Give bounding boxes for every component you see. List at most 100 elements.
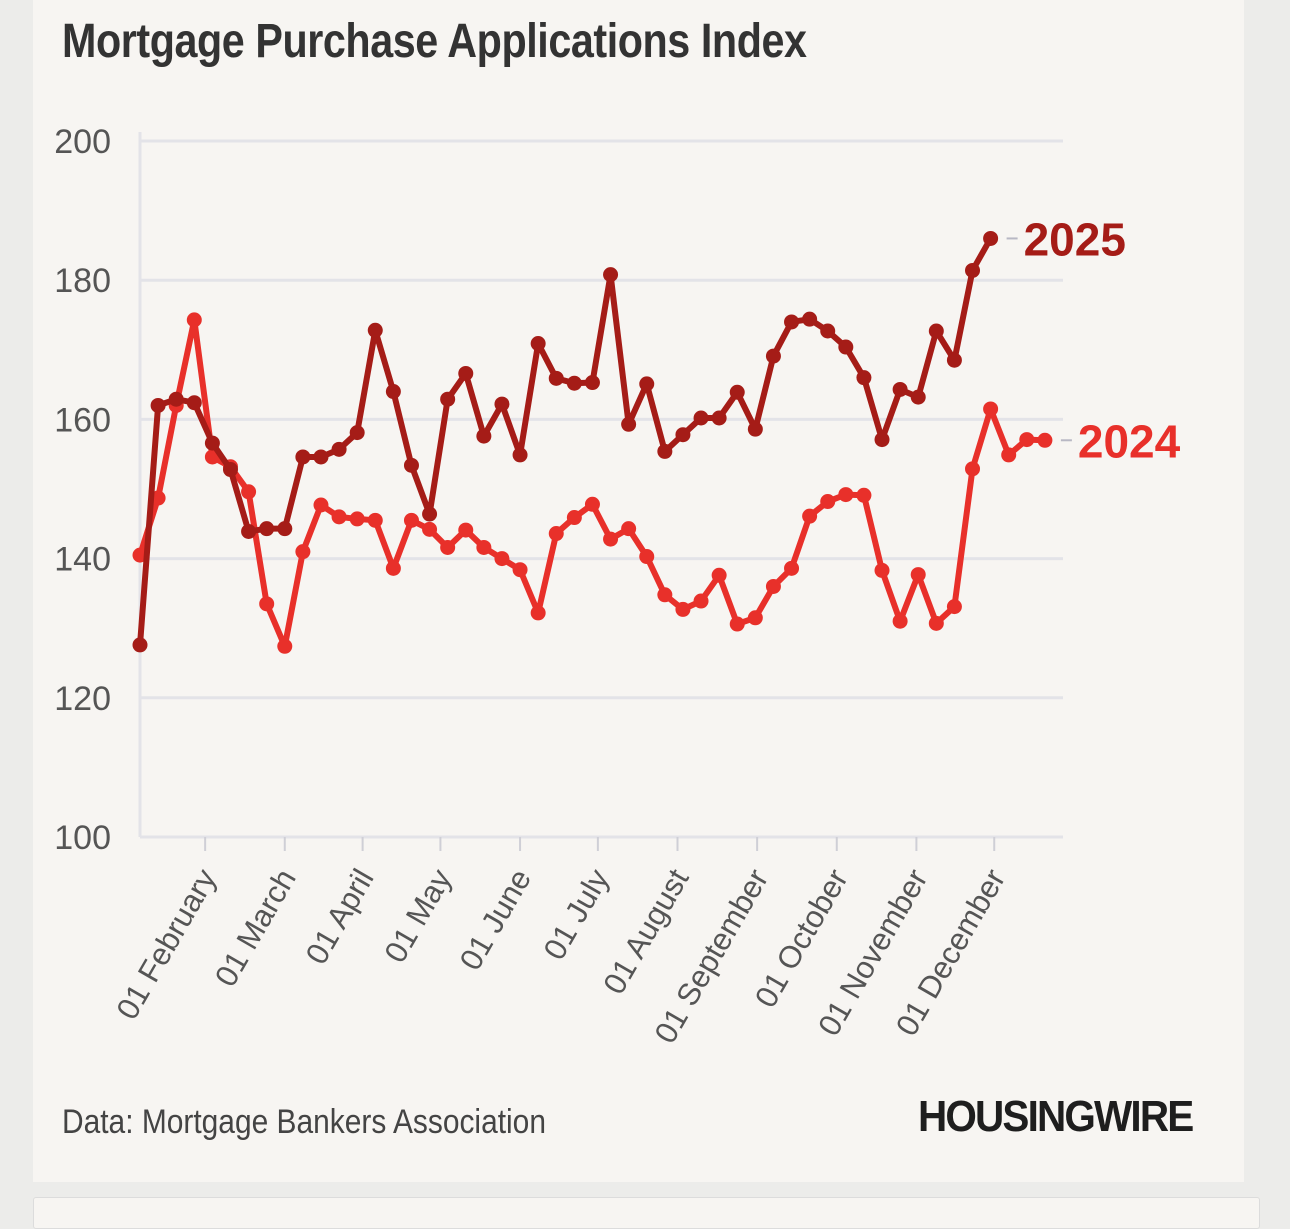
data-point-2024 (476, 539, 492, 555)
data-point-2025 (403, 457, 419, 473)
data-point-2025 (476, 428, 492, 444)
data-point-2025 (747, 421, 763, 437)
data-point-2025 (222, 462, 238, 478)
data-source: Data: Mortgage Bankers Association (62, 1103, 546, 1141)
data-point-2024 (277, 638, 293, 654)
y-axis-ticks: 100 120 140 160 180 200 (54, 123, 111, 857)
data-point-2025 (331, 441, 347, 457)
data-point-2025 (892, 381, 908, 397)
data-point-2025 (946, 352, 962, 368)
data-point-2024 (747, 610, 763, 626)
data-point-2024 (820, 494, 836, 510)
data-point-2025 (965, 262, 981, 278)
data-point-2025 (639, 376, 655, 392)
series-label-2024: 2024 (1078, 415, 1181, 467)
data-point-2024 (440, 539, 456, 555)
data-point-2024 (241, 484, 257, 500)
data-point-2024 (584, 496, 600, 512)
data-point-2024 (186, 312, 202, 328)
data-point-2025 (820, 323, 836, 339)
data-point-2024 (295, 544, 311, 560)
y-tick-label: 180 (54, 262, 111, 300)
x-tick-label: 01 April (299, 863, 381, 970)
data-point-2024 (367, 512, 383, 528)
series-label-2025: 2025 (1024, 213, 1126, 265)
data-point-2025 (132, 637, 148, 653)
next-card (33, 1197, 1260, 1229)
housingwire-logo: HOUSINGWIRE (918, 1092, 1194, 1141)
data-point-2025 (657, 443, 673, 459)
data-point-2025 (367, 322, 383, 338)
data-point-2025 (910, 389, 926, 405)
data-point-2024 (856, 487, 872, 503)
data-point-2025 (856, 370, 872, 386)
y-tick-label: 120 (54, 680, 111, 718)
data-point-2025 (259, 521, 275, 537)
data-point-2025 (150, 397, 166, 413)
data-point-2024 (259, 596, 275, 612)
y-tick-label: 100 (54, 819, 111, 857)
chart-title: Mortgage Purchase Applications Index (62, 15, 807, 68)
data-point-2025 (186, 395, 202, 411)
data-point-2024 (892, 613, 908, 629)
data-point-2024 (566, 510, 582, 526)
y-tick-label: 140 (54, 541, 111, 579)
data-point-2025 (295, 449, 311, 465)
data-point-2025 (422, 506, 438, 522)
y-tick-label: 200 (54, 123, 111, 161)
data-point-2024 (874, 562, 890, 578)
data-point-2025 (711, 410, 727, 426)
data-point-2024 (1019, 432, 1035, 448)
data-point-2024 (802, 508, 818, 524)
data-point-2025 (928, 323, 944, 339)
data-point-2024 (349, 511, 365, 527)
data-point-2024 (621, 521, 637, 537)
data-point-2024 (331, 509, 347, 525)
data-point-2025 (241, 523, 257, 539)
data-point-2025 (512, 447, 528, 463)
data-point-2025 (458, 365, 474, 381)
series-labels: 2024 2025 (1006, 213, 1181, 467)
data-point-2025 (784, 314, 800, 330)
data-point-2025 (440, 391, 456, 407)
data-point-2024 (946, 599, 962, 615)
data-point-2024 (512, 562, 528, 578)
data-point-2024 (983, 401, 999, 417)
x-tick-label: 01 February (109, 863, 223, 1026)
grid-lines (140, 139, 1063, 839)
x-tick-label: 01 July (537, 863, 617, 966)
data-point-2025 (621, 416, 637, 432)
page-edge (1258, 0, 1290, 1215)
data-point-2024 (711, 567, 727, 583)
data-point-2025 (874, 432, 890, 448)
data-point-2024 (313, 497, 329, 513)
data-point-2024 (458, 522, 474, 538)
data-point-2025 (802, 311, 818, 327)
data-point-2025 (530, 336, 546, 352)
data-point-2024 (838, 487, 854, 503)
data-point-2025 (385, 384, 401, 400)
data-point-2025 (675, 427, 691, 443)
data-point-2025 (566, 375, 582, 391)
data-point-2025 (548, 370, 564, 386)
data-point-2024 (530, 605, 546, 621)
chart-series (132, 230, 1053, 654)
data-point-2025 (838, 339, 854, 355)
data-point-2024 (1001, 447, 1017, 463)
data-point-2024 (639, 549, 655, 565)
data-point-2024 (784, 560, 800, 576)
data-point-2024 (657, 587, 673, 603)
data-point-2025 (983, 230, 999, 246)
data-point-2025 (277, 521, 293, 537)
data-point-2025 (765, 348, 781, 364)
x-tick-label: 01 March (208, 863, 303, 992)
series-line-2025 (137, 235, 994, 648)
x-tick-label: 01 June (453, 863, 538, 976)
data-point-2024 (603, 531, 619, 547)
data-point-2025 (494, 396, 510, 412)
data-point-2024 (1037, 432, 1053, 448)
data-point-2024 (965, 461, 981, 477)
data-point-2024 (928, 615, 944, 631)
